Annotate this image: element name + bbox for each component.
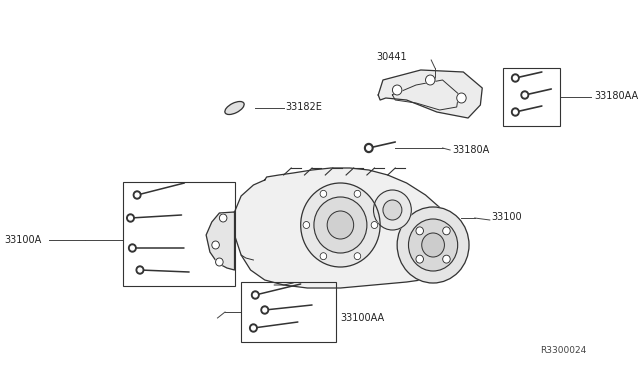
Circle shape xyxy=(397,207,469,283)
Polygon shape xyxy=(378,70,483,118)
Circle shape xyxy=(416,255,424,263)
Circle shape xyxy=(408,219,458,271)
Text: 33100: 33100 xyxy=(492,212,522,222)
Circle shape xyxy=(511,108,519,116)
Text: 33180A: 33180A xyxy=(452,145,489,155)
Circle shape xyxy=(252,291,259,299)
Circle shape xyxy=(354,253,361,260)
Ellipse shape xyxy=(225,102,244,115)
Circle shape xyxy=(263,308,267,312)
Circle shape xyxy=(135,193,139,197)
Circle shape xyxy=(131,246,134,250)
Circle shape xyxy=(253,293,257,297)
Circle shape xyxy=(138,268,142,272)
Text: 30441: 30441 xyxy=(376,52,406,62)
Circle shape xyxy=(443,227,450,235)
Circle shape xyxy=(365,144,373,153)
Circle shape xyxy=(320,253,326,260)
Circle shape xyxy=(523,93,527,97)
Circle shape xyxy=(426,75,435,85)
Circle shape xyxy=(301,183,380,267)
Circle shape xyxy=(422,233,444,257)
Circle shape xyxy=(513,76,517,80)
Circle shape xyxy=(136,266,144,274)
Circle shape xyxy=(513,110,517,114)
Circle shape xyxy=(383,200,402,220)
Circle shape xyxy=(133,191,141,199)
Circle shape xyxy=(511,74,519,82)
Circle shape xyxy=(371,221,378,228)
Polygon shape xyxy=(206,212,234,270)
Circle shape xyxy=(212,241,220,249)
Text: 33182E: 33182E xyxy=(285,102,323,112)
Text: 33100AA: 33100AA xyxy=(340,313,385,323)
Circle shape xyxy=(127,214,134,222)
Bar xyxy=(503,68,560,126)
Bar xyxy=(241,282,336,342)
Text: 33100A: 33100A xyxy=(4,235,42,245)
Text: 33180AA: 33180AA xyxy=(594,91,638,101)
Circle shape xyxy=(327,211,354,239)
Bar xyxy=(123,182,234,286)
Circle shape xyxy=(314,197,367,253)
Circle shape xyxy=(416,227,424,235)
Circle shape xyxy=(220,214,227,222)
Circle shape xyxy=(129,244,136,252)
Circle shape xyxy=(303,221,310,228)
Circle shape xyxy=(521,91,529,99)
Circle shape xyxy=(354,190,361,197)
Circle shape xyxy=(250,324,257,332)
Circle shape xyxy=(392,85,402,95)
Circle shape xyxy=(216,258,223,266)
Circle shape xyxy=(374,190,412,230)
Circle shape xyxy=(443,255,450,263)
Circle shape xyxy=(252,326,255,330)
Circle shape xyxy=(129,216,132,220)
Circle shape xyxy=(320,190,326,197)
Circle shape xyxy=(367,146,371,150)
Circle shape xyxy=(261,306,269,314)
Polygon shape xyxy=(234,168,463,288)
Circle shape xyxy=(457,93,466,103)
Text: R3300024: R3300024 xyxy=(540,346,586,355)
